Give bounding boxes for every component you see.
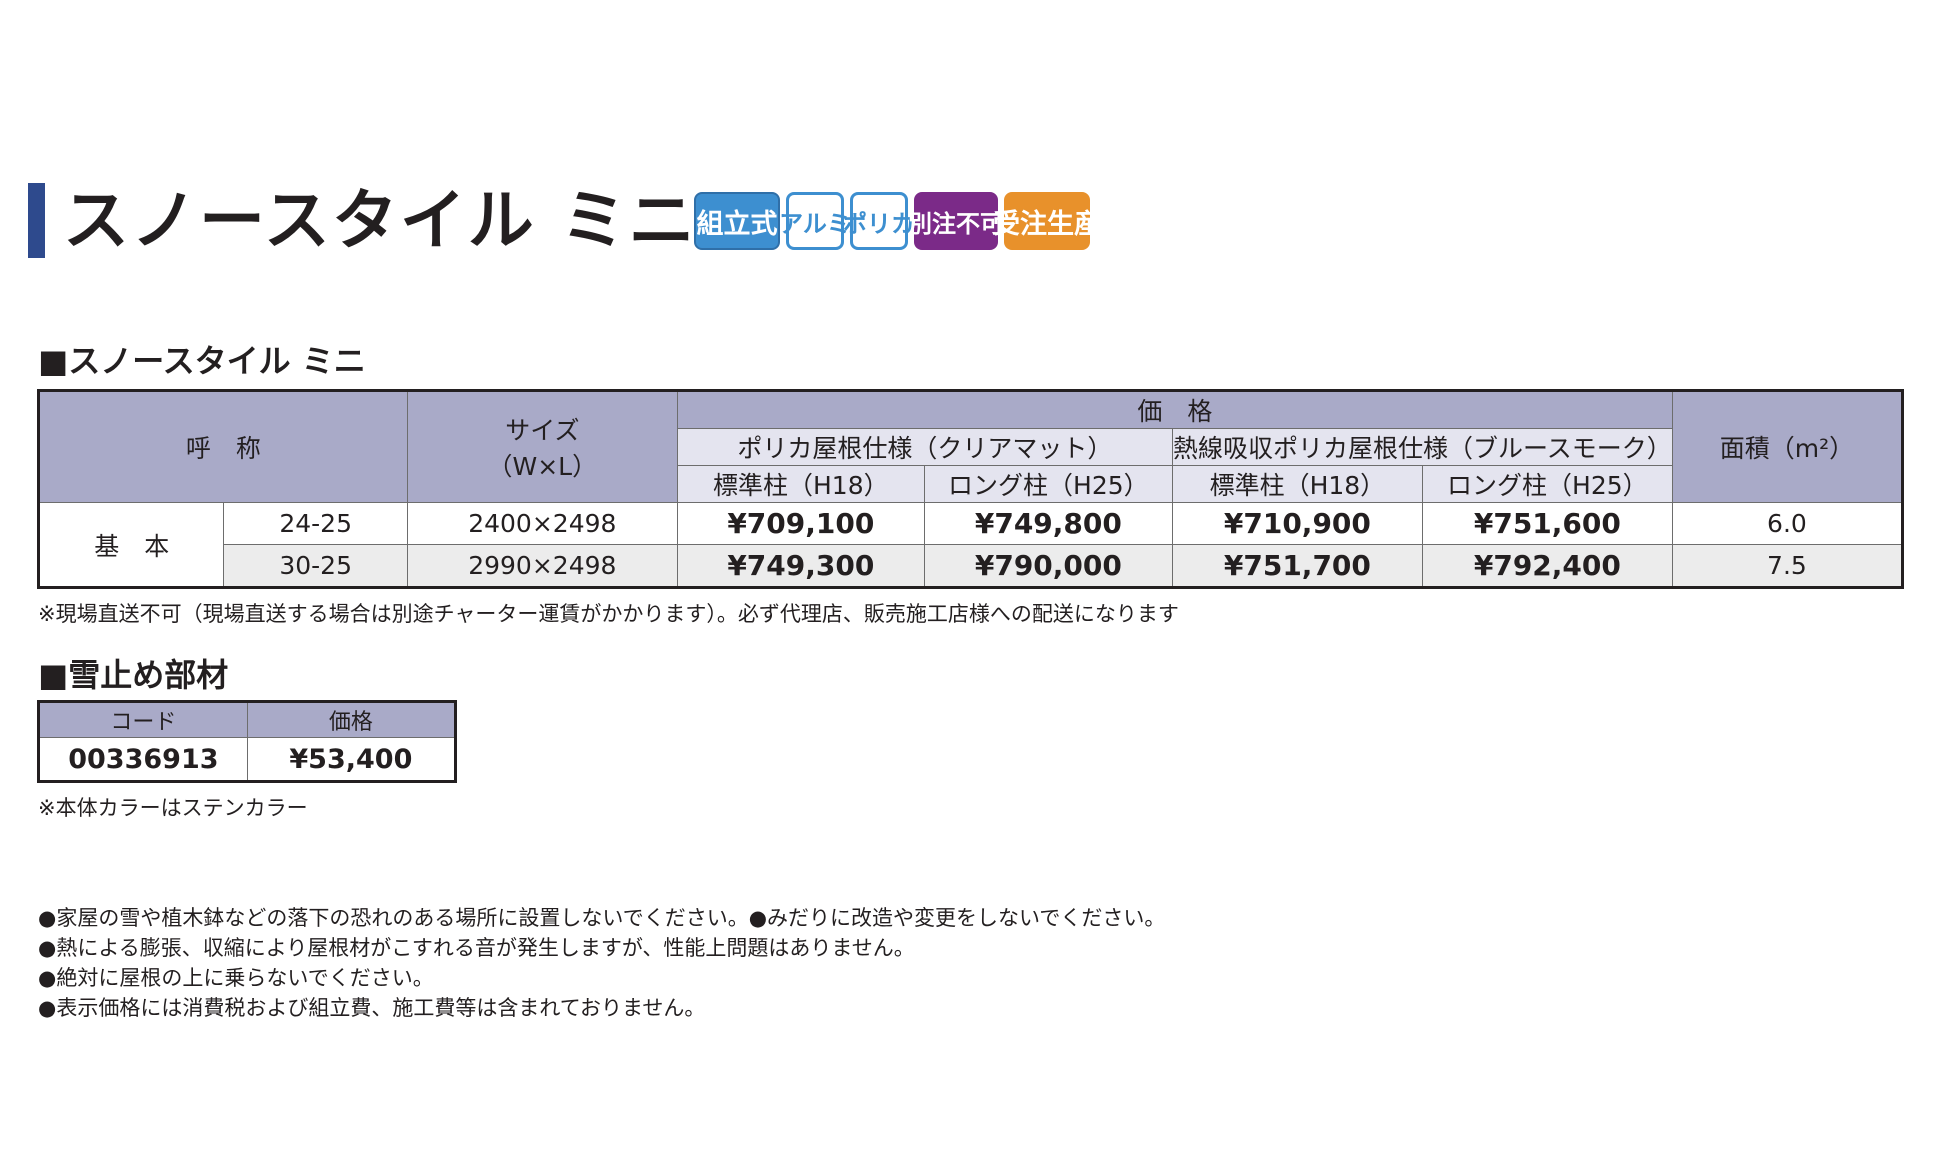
caution-item: ●熱による膨張、収縮により屋根材がこすれる音が発生しますが、性能上問題はありませ… (38, 936, 915, 960)
row-price: ¥710,900 (1171, 502, 1423, 545)
row-price: ¥709,100 (676, 502, 925, 545)
row-area: 6.0 (1671, 502, 1904, 545)
table-row: 基 本 24-25 2400×2498 ¥709,100 ¥749,800 ¥7… (37, 502, 1904, 588)
row-code: 30-25 (223, 544, 408, 588)
badge-polycarbonate: ポリカ (843, 192, 915, 250)
header-long-post-1: ロング柱（H25） (923, 465, 1173, 503)
delivery-note: ※現場直送不可（現場直送する場合は別途チャーター運賃がかかります）。必ず代理店、… (38, 602, 1179, 626)
header-area: 面積（m²） (1671, 390, 1904, 503)
product-price: ¥53,400 (246, 737, 457, 782)
header-group-clear-matte: ポリカ屋根仕様（クリアマット） (676, 428, 1173, 466)
row-area: 7.5 (1671, 544, 1904, 588)
row-group-label: 基 本 (37, 502, 225, 588)
title-accent-bar (28, 183, 45, 258)
header-long-post-2: ロング柱（H25） (1421, 465, 1673, 503)
caution-item: ●家屋の雪や植木鉢などの落下の恐れのある場所に設置しないでください。●みだりに改… (38, 906, 1166, 930)
header-std-post-2: 標準柱（H18） (1171, 465, 1423, 503)
header-size: サイズ （W×L） (406, 390, 678, 503)
row-size: 2990×2498 (406, 544, 678, 588)
row-price: ¥792,400 (1421, 544, 1673, 588)
row-price: ¥751,600 (1421, 502, 1673, 545)
page-title-block: スノースタイル ミニ (28, 183, 697, 258)
caution-item: ●絶対に屋根の上に乗らないでください。 (38, 966, 434, 990)
product-code: 00336913 (38, 737, 248, 782)
badge-made-to-order: 受注生産 (993, 192, 1101, 250)
section-heading-main: ■スノースタイル ミニ (38, 342, 366, 380)
header-group-blue-smoke: 熱線吸収ポリカ屋根仕様（ブルースモーク） (1171, 428, 1673, 466)
header-std-post-1: 標準柱（H18） (676, 465, 925, 503)
header-code: コード (38, 701, 248, 738)
price-table: 呼 称 サイズ （W×L） 価 格 面積（m²） ポリカ屋根仕様（クリアマット）… (37, 389, 1904, 589)
header-price: 価 格 (676, 390, 1673, 429)
caution-list: ●家屋の雪や植木鉢などの落下の恐れのある場所に設置しないでください。●みだりに改… (38, 903, 1165, 1023)
row-price: ¥749,300 (676, 544, 925, 588)
row-price: ¥790,000 (923, 544, 1173, 588)
row-price: ¥749,800 (923, 502, 1173, 545)
row-code: 24-25 (223, 502, 408, 545)
row-size: 2400×2498 (406, 502, 678, 545)
badge-aluminum: アルミ (779, 192, 851, 250)
section-heading-snow-stopper: ■雪止め部材 (38, 656, 229, 694)
table-row: 00336913 ¥53,400 (38, 737, 457, 782)
badge-assembly: 組立式 (694, 192, 780, 250)
snow-stopper-table: コード 価格 00336913 ¥53,400 (37, 700, 457, 783)
page-title: スノースタイル ミニ (63, 181, 697, 259)
color-note: ※本体カラーはステンカラー (38, 796, 308, 820)
header-price: 価格 (246, 701, 457, 738)
row-price: ¥751,700 (1171, 544, 1423, 588)
badge-no-custom-order: 別注不可 (908, 192, 1004, 250)
header-name: 呼 称 (38, 390, 408, 503)
caution-item: ●表示価格には消費税および組立費、施工費等は含まれておりません。 (38, 996, 706, 1020)
feature-badges: 組立式 アルミ ポリカ 別注不可 受注生産 (694, 192, 1101, 250)
table-row: 30-25 2990×2498 ¥749,300 ¥790,000 ¥751,7… (39, 544, 1904, 588)
